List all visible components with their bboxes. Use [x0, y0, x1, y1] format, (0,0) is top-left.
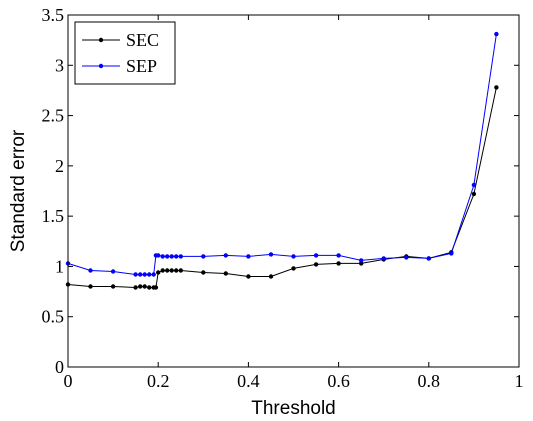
x-tick-label: 0.6: [327, 371, 350, 391]
data-point-sec: [142, 284, 147, 289]
data-point-sep: [246, 254, 251, 259]
data-point-sep: [178, 254, 183, 259]
data-point-sep: [336, 253, 341, 258]
data-point-sep: [359, 258, 364, 263]
data-point-sec: [156, 270, 161, 275]
y-axis-label: Standard error: [8, 129, 29, 252]
data-point-sec: [169, 268, 174, 273]
legend-marker-sep: [98, 63, 104, 69]
x-tick-label: 0.8: [418, 371, 441, 391]
data-point-sec: [147, 285, 152, 290]
data-point-sep: [142, 272, 147, 277]
data-point-sep: [169, 254, 174, 259]
y-tick-label: 1: [55, 256, 64, 276]
data-point-sep: [449, 251, 454, 256]
data-point-sec: [246, 274, 251, 279]
legend-box: [74, 21, 176, 85]
y-tick-label: 2: [55, 156, 64, 176]
data-point-sep: [404, 255, 409, 260]
data-point-sep: [165, 254, 170, 259]
data-point-sep: [160, 254, 165, 259]
data-point-sep: [381, 256, 386, 261]
data-point-sep: [133, 272, 138, 277]
data-point-sec: [133, 285, 138, 290]
data-point-sec: [153, 285, 159, 290]
data-point-sec: [336, 261, 341, 266]
data-point-sec: [223, 271, 228, 276]
data-point-sep: [138, 272, 143, 277]
data-point-sec: [291, 266, 296, 271]
data-point-sec: [138, 284, 143, 289]
y-tick-label: 0: [55, 357, 64, 377]
data-point-sep: [156, 253, 161, 258]
y-tick-label: 3: [55, 55, 64, 75]
data-point-sec: [268, 274, 274, 279]
data-point-sep: [223, 253, 228, 258]
axes-layer: 0 0.2 0.4 0.6 0.8 1 0 0.5 1 1.5 2 2.5 3 3.5: [42, 5, 524, 391]
data-point-sep: [426, 256, 431, 261]
x-tick-label: 1: [515, 371, 524, 391]
y-tick-label: 0.5: [42, 307, 65, 327]
data-point-sep: [313, 253, 319, 258]
legend-label-sep: SEP: [126, 56, 157, 76]
data-point-sec: [88, 284, 93, 289]
data-point-sec: [165, 268, 170, 273]
data-point-sep: [201, 254, 206, 259]
legend-marker-sec: [98, 37, 104, 43]
y-tick-label: 3.5: [42, 5, 65, 25]
series-layer: [65, 31, 499, 290]
data-point-sep: [151, 272, 156, 277]
data-point-sec: [160, 268, 165, 273]
data-point-sep: [110, 269, 116, 274]
data-point-sep: [88, 268, 93, 273]
x-tick-label: 0: [64, 371, 73, 391]
data-point-sep: [147, 272, 152, 277]
data-point-sec: [494, 85, 499, 90]
data-point-sec: [178, 268, 183, 273]
data-point-sec: [174, 268, 179, 273]
data-point-sep: [174, 254, 179, 259]
legend: SEC SEP: [74, 21, 176, 85]
data-point-sec: [110, 284, 116, 289]
x-tick-label: 0.4: [237, 371, 260, 391]
y-tick-label: 1.5: [42, 206, 65, 226]
data-point-sep: [494, 31, 499, 37]
data-point-sec: [471, 191, 477, 197]
y-tick-label: 2.5: [42, 106, 65, 126]
x-tick-label: 0.2: [147, 371, 170, 391]
data-point-sep: [268, 252, 274, 257]
axes-frame: [67, 14, 520, 368]
data-point-sep: [471, 182, 477, 188]
data-point-sec: [313, 262, 319, 267]
data-point-sec: [201, 270, 206, 275]
x-axis-label: Threshold: [251, 398, 336, 419]
legend-label-sec: SEC: [126, 30, 159, 50]
data-point-sep: [291, 254, 296, 259]
